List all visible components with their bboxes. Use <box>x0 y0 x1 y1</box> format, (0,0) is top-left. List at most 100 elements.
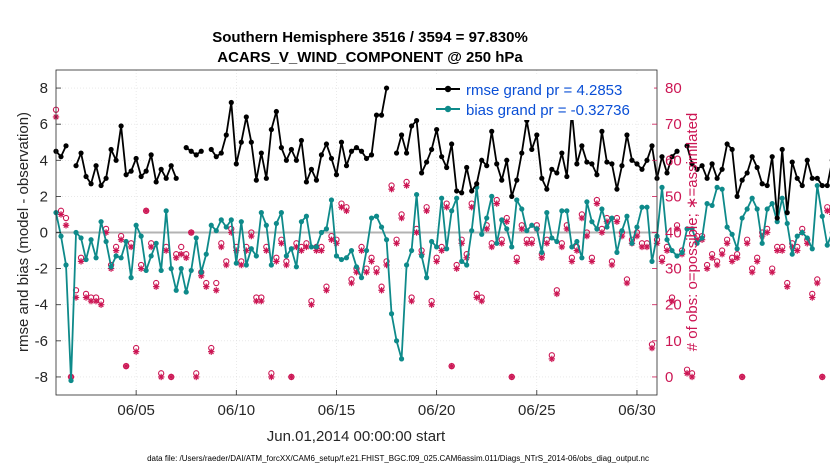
rmse-point <box>268 126 274 133</box>
obs-assimilated-marker <box>193 373 200 381</box>
bias-point <box>599 206 605 212</box>
bias-point <box>308 244 315 250</box>
obs-assimilated-marker <box>413 229 420 236</box>
rmse-point <box>348 148 355 154</box>
rmse-point <box>489 128 495 134</box>
obs-assimilated-marker <box>428 301 435 308</box>
rmse-point <box>323 141 330 147</box>
obs-assimilated-marker <box>738 373 746 381</box>
rmse-point <box>373 112 380 118</box>
rmse-point <box>454 188 460 194</box>
bias-point <box>629 240 635 246</box>
rmse-point <box>318 152 325 158</box>
bias-point <box>113 253 119 259</box>
bias-point <box>328 197 335 203</box>
obs-assimilated-marker <box>117 236 125 243</box>
bias-point <box>408 247 415 254</box>
rmse-point <box>789 159 795 165</box>
obs-assimilated-marker <box>142 207 150 215</box>
bias-point <box>534 226 540 232</box>
x-tick-label: 06/05 <box>117 402 155 419</box>
y-tick-right-label: 40 <box>665 225 682 242</box>
obs-assimilated-marker <box>268 373 275 381</box>
rmse-point <box>363 155 370 162</box>
bias-point <box>358 275 365 281</box>
rmse-point <box>584 159 590 165</box>
obs-assimilated-marker <box>178 250 185 258</box>
bias-point <box>464 262 470 268</box>
bias-point <box>368 215 375 221</box>
bias-point <box>68 377 74 384</box>
bias-point <box>689 226 695 232</box>
bias-point <box>233 260 239 266</box>
rmse-point <box>93 163 99 169</box>
rmse-point <box>684 143 690 149</box>
bias-point <box>609 215 615 221</box>
obs-assimilated-marker <box>388 185 395 193</box>
rmse-point <box>689 161 695 167</box>
obs-assimilated-marker <box>97 301 105 308</box>
obs-assimilated-marker <box>553 290 561 298</box>
obs-possible-marker <box>213 279 220 287</box>
rmse-point <box>263 175 269 181</box>
rmse-point <box>408 123 415 129</box>
rmse-point <box>519 150 525 156</box>
bias-point <box>504 226 510 232</box>
bias-point <box>439 195 445 201</box>
rmse-point <box>188 148 194 154</box>
obs-assimilated-marker <box>398 214 405 222</box>
bias-point <box>203 251 209 257</box>
obs-assimilated-marker <box>318 247 325 254</box>
rmse-point <box>328 155 335 162</box>
bias-point <box>594 226 600 232</box>
rmse-point <box>774 215 780 221</box>
bias-point <box>353 264 360 270</box>
y-tick-left-label: 6 <box>40 116 48 133</box>
rmse-point <box>799 182 805 189</box>
bias-point <box>78 235 84 241</box>
rmse-point <box>669 154 675 160</box>
obs-assimilated-marker <box>278 240 285 247</box>
bias-point <box>664 237 670 243</box>
rmse-point <box>398 132 405 138</box>
obs-assimilated-marker <box>288 373 295 381</box>
bias-point <box>208 222 214 228</box>
rmse-point <box>694 166 700 172</box>
bias-line-segment <box>55 184 830 382</box>
obs-possible-marker <box>178 243 185 251</box>
y-tick-left-label: 0 <box>40 225 48 242</box>
bias-point <box>398 356 405 362</box>
bias-point <box>414 191 420 198</box>
rmse-point <box>509 193 515 199</box>
bias-point <box>73 229 79 236</box>
rmse-point <box>674 148 680 154</box>
bias-point <box>434 244 440 250</box>
obs-assimilated-marker <box>157 373 165 381</box>
y-tick-left-label: 4 <box>40 152 48 169</box>
rmse-point <box>128 168 134 174</box>
obs-assimilated-marker <box>132 348 140 355</box>
rmse-point <box>624 132 630 138</box>
rmse-point <box>123 172 129 178</box>
obs-assimilated-marker <box>122 362 130 370</box>
bias-point <box>363 247 370 254</box>
rmse-point <box>403 150 410 156</box>
bias-point <box>258 210 264 216</box>
obs-assimilated-marker <box>423 207 430 215</box>
bias-point <box>283 253 289 259</box>
rmse-point <box>383 85 390 91</box>
obs-assimilated-marker <box>188 229 195 236</box>
rmse-point <box>534 132 540 138</box>
bias-point <box>138 233 144 239</box>
bias-point <box>148 253 154 259</box>
obs-assimilated-marker <box>443 204 450 211</box>
bias-point <box>669 247 675 254</box>
rmse-point <box>228 99 234 106</box>
legend-bias-marker <box>444 105 452 113</box>
bias-point <box>253 253 259 259</box>
rmse-point <box>494 161 500 167</box>
bias-point <box>183 289 189 295</box>
obs-assimilated-marker <box>598 229 606 236</box>
rmse-point <box>554 170 560 176</box>
